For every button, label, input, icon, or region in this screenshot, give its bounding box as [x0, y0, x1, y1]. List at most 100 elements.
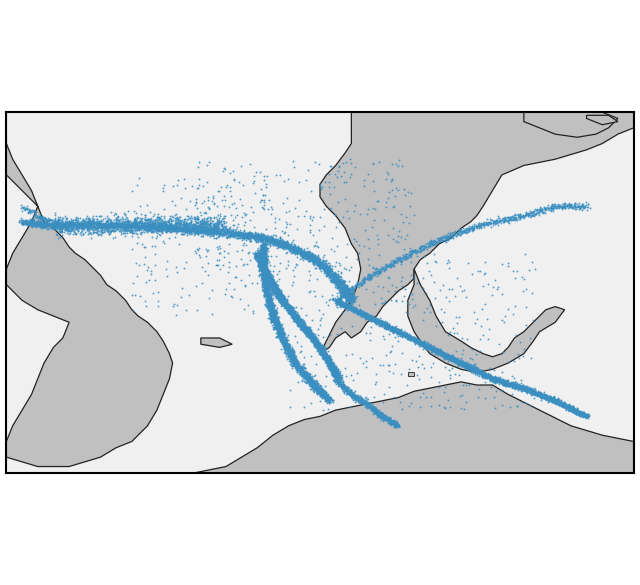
Point — [299, 323, 309, 332]
Point — [287, 362, 297, 371]
Point — [418, 339, 428, 349]
Point — [259, 250, 269, 259]
Point — [298, 321, 308, 331]
Point — [277, 298, 287, 308]
Point — [266, 281, 276, 290]
Point — [317, 291, 327, 300]
Point — [524, 210, 534, 219]
Point — [142, 216, 152, 226]
Point — [288, 307, 298, 316]
Point — [105, 226, 115, 235]
Point — [260, 265, 271, 274]
Point — [238, 232, 248, 242]
Point — [297, 321, 307, 330]
Point — [95, 216, 105, 226]
Point — [290, 357, 300, 366]
Point — [259, 275, 269, 284]
Point — [365, 402, 375, 411]
Point — [492, 219, 502, 228]
Point — [273, 239, 283, 249]
Point — [268, 315, 278, 325]
Point — [313, 389, 323, 398]
Point — [321, 391, 332, 400]
Point — [317, 346, 327, 356]
Point — [283, 304, 293, 313]
Point — [298, 321, 308, 330]
Point — [282, 299, 292, 308]
Point — [463, 361, 474, 370]
Point — [570, 202, 580, 212]
Point — [388, 325, 399, 335]
Point — [472, 222, 482, 232]
Point — [281, 300, 291, 309]
Point — [132, 219, 143, 228]
Point — [516, 211, 526, 221]
Point — [373, 269, 383, 278]
Point — [308, 338, 319, 347]
Point — [173, 219, 184, 229]
Point — [311, 259, 321, 269]
Point — [382, 415, 392, 425]
Point — [147, 219, 157, 229]
Point — [291, 247, 301, 257]
Point — [291, 246, 301, 255]
Point — [137, 223, 147, 233]
Point — [376, 318, 386, 328]
Point — [382, 261, 392, 270]
Point — [458, 345, 468, 355]
Point — [332, 273, 342, 283]
Point — [258, 241, 268, 250]
Point — [219, 226, 229, 236]
Point — [381, 321, 391, 330]
Point — [252, 278, 262, 287]
Point — [280, 333, 291, 342]
Point — [257, 239, 268, 249]
Point — [216, 216, 227, 226]
Point — [260, 278, 271, 288]
Point — [266, 294, 276, 303]
Point — [303, 254, 314, 263]
Point — [270, 283, 280, 292]
Point — [388, 257, 399, 266]
Point — [257, 263, 268, 272]
Point — [324, 393, 335, 402]
Point — [321, 349, 332, 358]
Point — [150, 218, 160, 228]
Point — [336, 373, 346, 382]
Point — [257, 202, 267, 212]
Point — [284, 342, 294, 351]
Point — [181, 228, 191, 237]
Point — [142, 222, 152, 232]
Point — [260, 263, 271, 273]
Point — [341, 383, 351, 393]
Point — [332, 374, 342, 383]
Point — [258, 264, 268, 273]
Point — [577, 408, 587, 418]
Point — [205, 227, 215, 236]
Point — [456, 359, 466, 368]
Point — [314, 387, 324, 396]
Point — [335, 295, 346, 304]
Point — [57, 219, 67, 229]
Point — [264, 297, 275, 306]
Point — [321, 353, 331, 362]
Point — [349, 281, 360, 290]
Point — [114, 226, 124, 236]
Point — [330, 277, 340, 286]
Point — [380, 323, 390, 332]
Point — [301, 249, 311, 258]
Point — [193, 183, 204, 192]
Point — [202, 220, 212, 229]
Point — [245, 216, 255, 225]
Point — [287, 350, 297, 359]
Point — [496, 377, 506, 386]
Point — [258, 231, 268, 240]
Point — [300, 250, 310, 260]
Point — [278, 339, 288, 349]
Point — [74, 221, 84, 230]
Point — [273, 292, 284, 301]
Point — [333, 198, 343, 207]
Point — [285, 243, 295, 253]
Point — [339, 301, 349, 311]
Point — [321, 353, 332, 363]
